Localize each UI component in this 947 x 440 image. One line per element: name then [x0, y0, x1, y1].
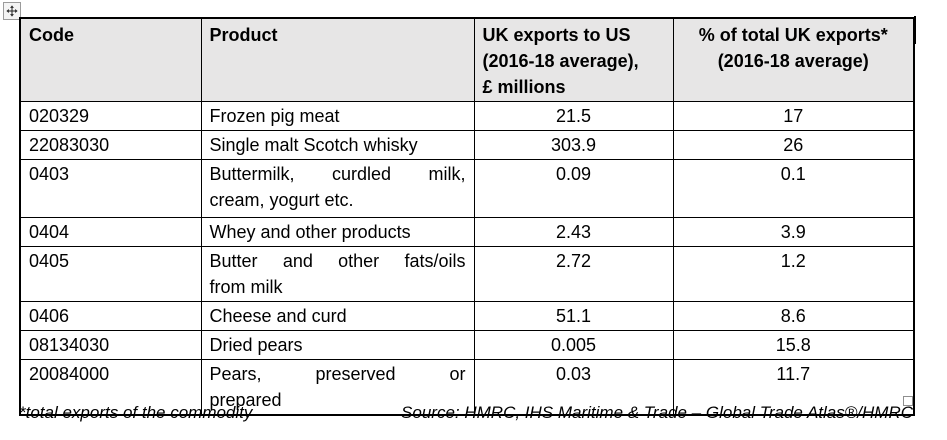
- cell-percent[interactable]: 11.7: [672, 359, 915, 416]
- cell-code[interactable]: 020329: [19, 101, 202, 131]
- table-row: 020329 Frozen pig meat 21.5 17: [19, 101, 915, 131]
- table-resize-handle[interactable]: [903, 396, 913, 406]
- header-row: Code Product UK exports to US (2016-18 a…: [19, 17, 915, 102]
- cell-code[interactable]: 0403: [19, 159, 202, 218]
- table-move-handle[interactable]: [3, 2, 21, 20]
- cell-product[interactable]: Frozen pig meat: [200, 101, 475, 131]
- move-icon: [6, 5, 18, 17]
- table-row: 08134030 Dried pears 0.005 15.8: [19, 330, 915, 360]
- table-row: 0404 Whey and other products 2.43 3.9: [19, 217, 915, 247]
- cell-code[interactable]: 0406: [19, 301, 202, 331]
- cell-percent[interactable]: 0.1: [672, 159, 915, 218]
- cell-percent[interactable]: 17: [672, 101, 915, 131]
- exports-table: Code Product UK exports to US (2016-18 a…: [19, 17, 915, 416]
- cell-product[interactable]: Cheese and curd: [200, 301, 475, 331]
- cell-exports[interactable]: 303.9: [473, 130, 674, 160]
- cell-code[interactable]: 0405: [19, 246, 202, 302]
- cell-product[interactable]: Buttermilk, curdled milk,cream, yogurt e…: [200, 159, 475, 218]
- cell-product[interactable]: Whey and other products: [200, 217, 475, 247]
- cell-product[interactable]: Dried pears: [200, 330, 475, 360]
- header-cell-percent[interactable]: % of total UK exports* (2016-18 average): [672, 17, 915, 102]
- header-cell-exports[interactable]: UK exports to US (2016-18 average), £ mi…: [473, 17, 674, 102]
- table-footer: *total exports of the commodity Source: …: [19, 401, 913, 425]
- cell-product[interactable]: Single malt Scotch whisky: [200, 130, 475, 160]
- cell-exports[interactable]: 0.03: [473, 359, 674, 416]
- footnote[interactable]: *total exports of the commodity: [19, 403, 253, 422]
- header-cell-product[interactable]: Product: [200, 17, 475, 102]
- header-cell-code[interactable]: Code: [19, 17, 202, 102]
- table-row: 0405 Butter and other fats/oilsfrom milk…: [19, 246, 915, 302]
- table-row: 22083030 Single malt Scotch whisky 303.9…: [19, 130, 915, 160]
- table-row: 20084000 Pears, preserved orprepared 0.0…: [19, 359, 915, 416]
- cell-code[interactable]: 0404: [19, 217, 202, 247]
- cell-exports[interactable]: 0.09: [473, 159, 674, 218]
- cell-product[interactable]: Butter and other fats/oilsfrom milk: [200, 246, 475, 302]
- cell-code[interactable]: 20084000: [19, 359, 202, 416]
- cell-code[interactable]: 22083030: [19, 130, 202, 160]
- cell-exports[interactable]: 2.72: [473, 246, 674, 302]
- cell-exports[interactable]: 2.43: [473, 217, 674, 247]
- cell-exports[interactable]: 51.1: [473, 301, 674, 331]
- text-cursor: [914, 16, 916, 44]
- cell-exports[interactable]: 21.5: [473, 101, 674, 131]
- table-row: 0403 Buttermilk, curdled milk,cream, yog…: [19, 159, 915, 218]
- cell-percent[interactable]: 15.8: [672, 330, 915, 360]
- table-row: 0406 Cheese and curd 51.1 8.6: [19, 301, 915, 331]
- cell-product[interactable]: Pears, preserved orprepared: [200, 359, 475, 416]
- cell-percent[interactable]: 1.2: [672, 246, 915, 302]
- cell-exports[interactable]: 0.005: [473, 330, 674, 360]
- cell-percent[interactable]: 3.9: [672, 217, 915, 247]
- cell-code[interactable]: 08134030: [19, 330, 202, 360]
- cell-percent[interactable]: 26: [672, 130, 915, 160]
- source-note[interactable]: Source: HMRC, IHS Maritime & Trade – Glo…: [401, 403, 913, 422]
- cell-percent[interactable]: 8.6: [672, 301, 915, 331]
